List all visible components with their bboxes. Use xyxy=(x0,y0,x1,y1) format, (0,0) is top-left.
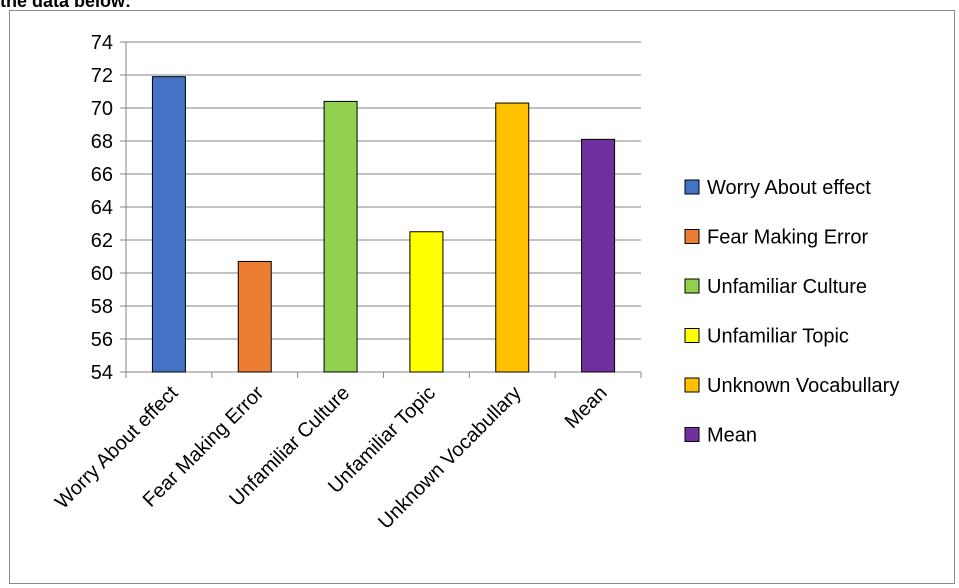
bar-unknown-vocabullary xyxy=(495,102,530,373)
legend-label: Worry About effect xyxy=(707,177,871,199)
y-tick-label: 54 xyxy=(91,362,113,384)
legend-label: Unknown Vocabullary xyxy=(707,375,899,397)
legend-label: Unfamiliar Topic xyxy=(707,326,849,348)
bar-worry-about-effect xyxy=(151,76,186,373)
y-tick-label: 70 xyxy=(91,98,113,120)
y-tick-label: 74 xyxy=(91,32,113,54)
y-tick-label: 68 xyxy=(91,131,113,153)
bar-unfamiliar-culture xyxy=(323,100,358,373)
bar-fear-making-error xyxy=(237,260,272,373)
bar-unfamiliar-topic xyxy=(409,231,444,373)
legend-label: Unfamiliar Culture xyxy=(707,276,867,298)
legend-swatch xyxy=(684,377,700,393)
y-tick-label: 62 xyxy=(91,230,113,252)
legend: Worry About effect Fear Making Error Unfam… xyxy=(684,177,899,447)
legend-swatch xyxy=(684,229,700,244)
legend-swatch xyxy=(684,427,700,442)
bars xyxy=(151,76,616,373)
legend-swatch xyxy=(684,278,700,294)
x-tick-label: Mean xyxy=(561,382,612,433)
axes xyxy=(120,41,642,378)
y-tick-label: 64 xyxy=(91,197,113,219)
y-tick-label: 66 xyxy=(91,164,113,186)
y-tick-labels: 54 56 58 60 62 64 66 68 70 72 74 xyxy=(91,32,113,384)
legend-swatch xyxy=(684,179,700,195)
legend-swatch xyxy=(684,328,700,343)
y-tick-label: 72 xyxy=(91,65,113,87)
y-tick-label: 56 xyxy=(91,329,113,351)
legend-label: Mean xyxy=(707,425,757,447)
gridlines xyxy=(126,41,641,340)
x-tick-label: Unknown Vocabullary xyxy=(374,382,526,534)
page-top-text: the data below: xyxy=(0,0,132,11)
y-tick-label: 60 xyxy=(91,263,113,285)
legend-label: Fear Making Error xyxy=(707,227,868,249)
y-tick-label: 58 xyxy=(91,296,113,318)
bar-mean xyxy=(581,138,616,373)
